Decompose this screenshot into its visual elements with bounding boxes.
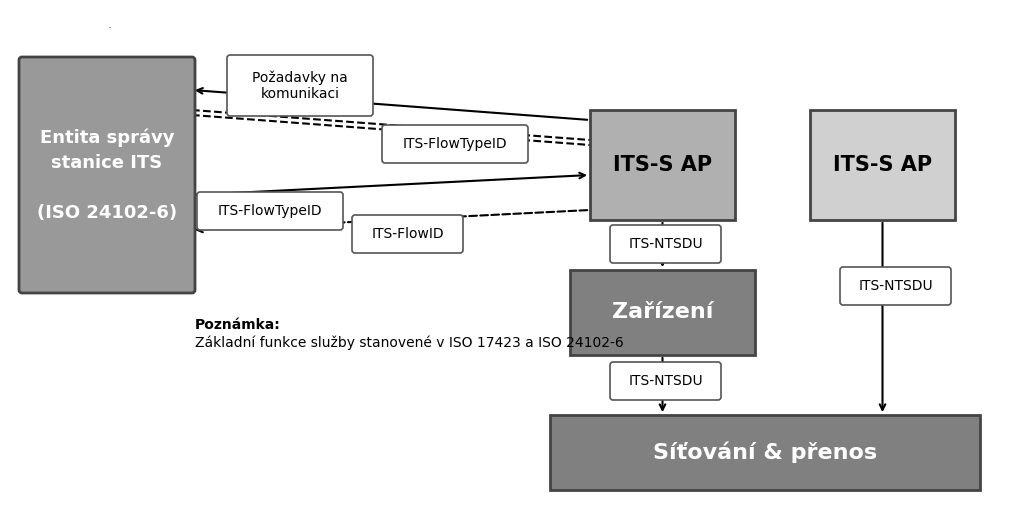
Text: ITS-NTSDU: ITS-NTSDU [858,279,933,293]
Text: ITS-FlowTypeID: ITS-FlowTypeID [218,204,323,218]
FancyBboxPatch shape [197,192,343,230]
Bar [550,415,980,490]
Text: .: . [108,18,112,31]
Text: Požadavky na
komunikaci: Požadavky na komunikaci [252,70,348,101]
Bar [590,110,735,220]
FancyBboxPatch shape [382,125,528,163]
FancyBboxPatch shape [610,362,721,400]
Text: ITS-S AP: ITS-S AP [833,155,932,175]
Text: Síťování & přenos: Síťování & přenos [653,442,878,463]
Text: Entita správy
stanice ITS

(ISO 24102-6): Entita správy stanice ITS (ISO 24102-6) [37,128,177,222]
Text: ITS-NTSDU: ITS-NTSDU [628,374,702,388]
FancyBboxPatch shape [840,267,951,305]
Text: ITS-FlowTypeID: ITS-FlowTypeID [402,137,507,151]
Text: ITS-NTSDU: ITS-NTSDU [628,237,702,251]
FancyBboxPatch shape [352,215,463,253]
FancyBboxPatch shape [610,225,721,263]
Bar [570,270,755,355]
FancyBboxPatch shape [227,55,373,116]
Text: ITS-S AP: ITS-S AP [613,155,712,175]
Text: Základní funkce služby stanovené v ISO 17423 a ISO 24102-6: Základní funkce služby stanovené v ISO 1… [195,336,624,351]
Text: Zařízení: Zařízení [611,303,713,322]
Bar [810,110,955,220]
FancyBboxPatch shape [19,57,195,293]
Text: Poznámka:: Poznámka: [195,318,281,332]
Text: ITS-FlowID: ITS-FlowID [371,227,443,241]
